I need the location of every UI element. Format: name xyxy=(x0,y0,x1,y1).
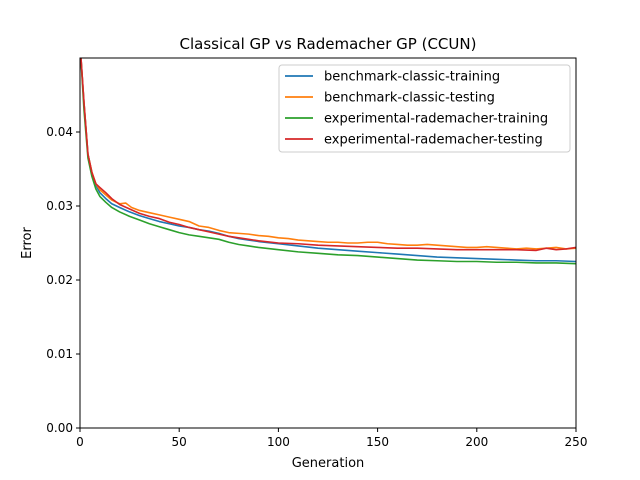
series-line-benchmark-classic-testing xyxy=(80,58,576,250)
x-tick-label: 100 xyxy=(267,435,290,449)
x-axis-ticks: 0 50 100 150 200 250 xyxy=(76,428,587,449)
y-axis-ticks: 0.00 0.01 0.02 0.03 0.04 xyxy=(46,125,80,435)
y-tick-label: 0.01 xyxy=(46,347,73,361)
y-tick-label: 0.03 xyxy=(46,199,73,213)
legend-items: benchmark-classic-training benchmark-clas… xyxy=(285,70,548,148)
chart-title: Classical GP vs Rademacher GP (CCUN) xyxy=(180,35,477,53)
legend-label: experimental-rademacher-training xyxy=(324,112,548,127)
legend-label: benchmark-classic-testing xyxy=(324,91,495,106)
y-tick-label: 0.04 xyxy=(46,125,73,139)
plot-frame xyxy=(79,57,577,429)
series-line-experimental-rademacher-training xyxy=(80,58,576,265)
legend-label: experimental-rademacher-testing xyxy=(324,133,543,148)
plot-area: 0 50 100 150 200 250 0.00 0.01 0.02 0.03 0.04 xyxy=(46,57,587,449)
legend-box xyxy=(278,64,571,153)
series-line-experimental-rademacher-testing xyxy=(80,58,576,252)
x-tick-label: 0 xyxy=(76,435,84,449)
y-tick-label: 0.00 xyxy=(46,421,73,435)
y-axis-label: Error xyxy=(20,227,35,259)
x-tick-label: 50 xyxy=(172,435,187,449)
legend-label: benchmark-classic-training xyxy=(324,70,500,85)
x-tick-label: 150 xyxy=(366,435,389,449)
legend: benchmark-classic-training benchmark-clas… xyxy=(278,64,571,153)
series-group xyxy=(80,58,576,265)
x-tick-label: 200 xyxy=(465,435,488,449)
x-tick-label: 250 xyxy=(565,435,588,449)
y-tick-label: 0.02 xyxy=(46,273,73,287)
x-axis-label: Generation xyxy=(292,456,365,471)
